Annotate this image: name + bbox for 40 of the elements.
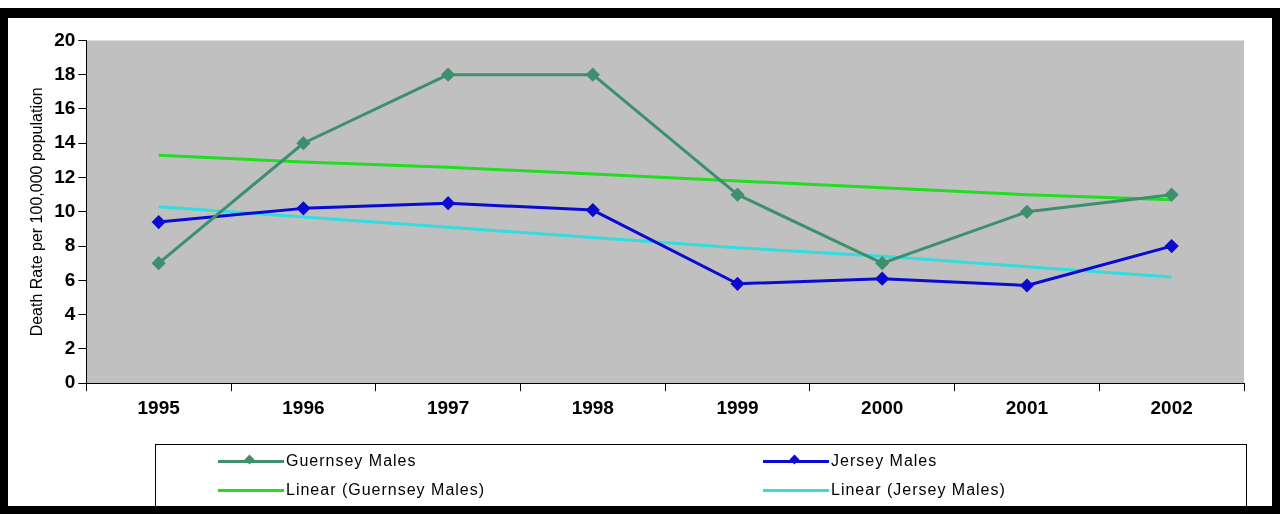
y-tick-label: 14 <box>54 131 76 153</box>
y-tick-label: 8 <box>64 234 76 256</box>
y-tick-label: 2 <box>64 337 76 359</box>
x-tick-label: 2000 <box>861 396 904 418</box>
x-tick-label: 2001 <box>1005 396 1049 418</box>
y-tick-label: 6 <box>64 268 76 290</box>
y-tick-label: 12 <box>54 165 76 187</box>
point <box>1165 188 1179 202</box>
x-tick-label: 1996 <box>282 396 325 418</box>
legend-label: Jersey Males <box>831 452 938 470</box>
point <box>152 256 166 270</box>
x-tick-label: 1998 <box>571 396 614 418</box>
legend-label: Linear (Guernsey Males) <box>286 480 486 499</box>
y-tick-label: 0 <box>64 371 76 393</box>
point <box>586 203 600 217</box>
y-axis-title: Death Rate per 100,000 population <box>28 87 46 337</box>
point <box>731 277 745 291</box>
point <box>1020 205 1034 219</box>
x-tick-label: 1999 <box>716 396 759 418</box>
y-tick-label: 18 <box>54 62 76 84</box>
point <box>152 215 166 229</box>
point <box>731 188 745 202</box>
y-tick-label: 16 <box>54 97 76 119</box>
x-tick-label: 1997 <box>426 396 470 418</box>
point <box>875 272 889 286</box>
x-tick-label: 2002 <box>1150 396 1193 418</box>
point <box>296 201 310 215</box>
legend-label: Guernsey Males <box>286 452 417 470</box>
y-tick-label: 10 <box>54 200 76 222</box>
point <box>1165 239 1179 253</box>
legend-label: Linear (Jersey Males) <box>831 480 1006 499</box>
point <box>441 196 455 210</box>
y-tick-label: 20 <box>54 28 76 50</box>
point <box>441 68 455 82</box>
y-tick-label: 4 <box>64 302 76 324</box>
x-tick-label: 1995 <box>137 396 181 418</box>
point <box>1020 279 1034 292</box>
point <box>296 136 310 150</box>
point <box>875 256 889 270</box>
point <box>586 68 600 82</box>
